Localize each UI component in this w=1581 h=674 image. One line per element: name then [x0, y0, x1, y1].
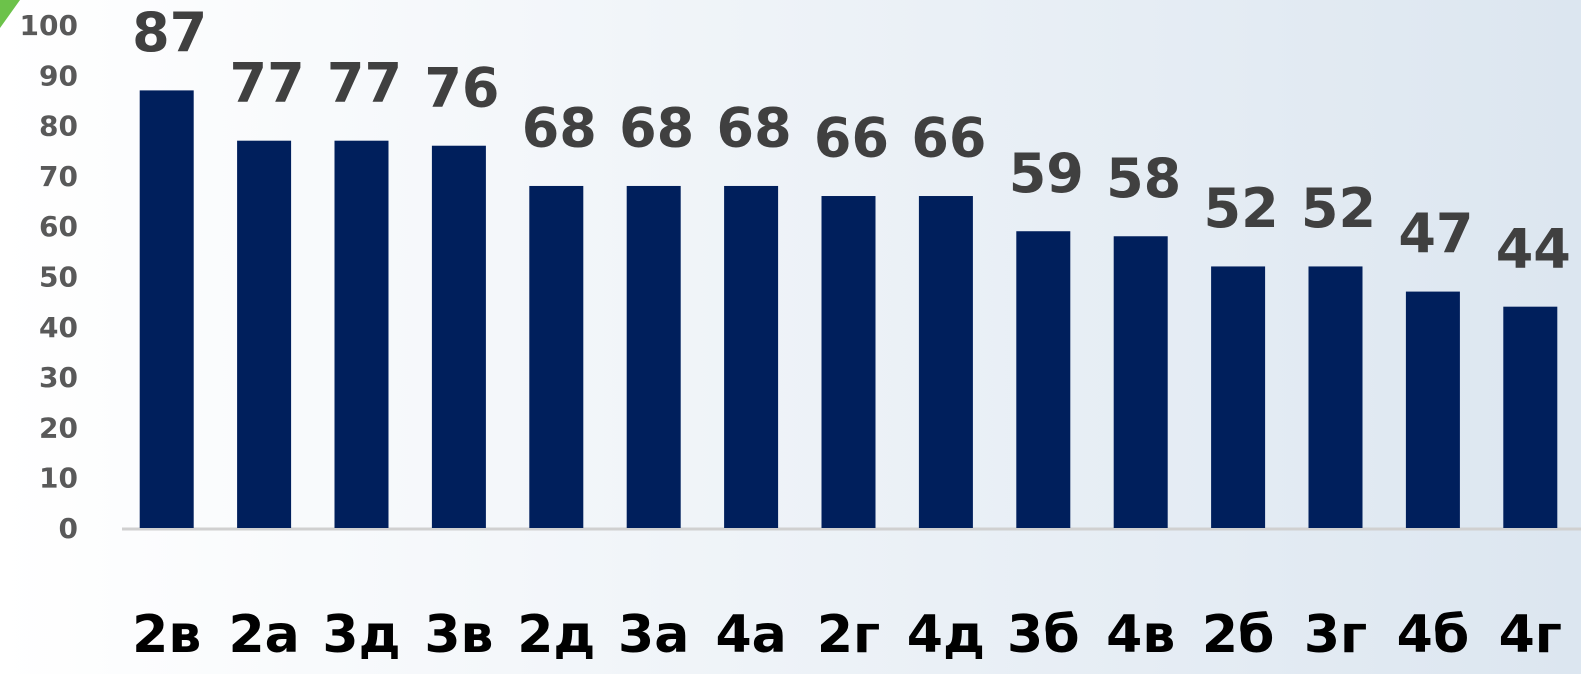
bar: [334, 140, 389, 528]
bar: [1113, 236, 1168, 528]
x-tick-label: 2д: [517, 605, 595, 665]
x-tick-label: 4д: [907, 605, 985, 665]
x-tick-label: 4б: [1397, 605, 1470, 665]
bar: [237, 140, 292, 528]
x-tick-label: 2б: [1202, 605, 1275, 665]
x-tick-label: 4а: [715, 605, 786, 665]
bar: [139, 90, 194, 528]
y-tick-label: 20: [39, 411, 78, 444]
corner-decoration: [0, 0, 20, 28]
x-tick-label: 2а: [228, 605, 299, 665]
bar: [1211, 266, 1266, 528]
value-label: 44: [1496, 217, 1571, 280]
value-label: 58: [1106, 147, 1181, 210]
x-tick-label: 2в: [132, 605, 201, 665]
value-label: 66: [911, 107, 986, 170]
y-tick-label: 40: [39, 311, 78, 344]
x-tick-label: 3а: [618, 605, 689, 665]
value-label: 87: [132, 1, 207, 64]
value-label: 77: [327, 51, 402, 114]
y-tick-label: 10: [39, 462, 78, 495]
value-label: 68: [619, 97, 694, 160]
x-tick-label: 3д: [322, 605, 400, 665]
y-tick-label: 50: [39, 261, 78, 294]
y-tick-label: 0: [59, 512, 78, 545]
y-tick-label: 90: [39, 59, 78, 92]
y-tick-label: 100: [20, 9, 78, 42]
bar: [1308, 266, 1363, 528]
x-tick-label: 3г: [1304, 605, 1367, 665]
x-tick-label: 3в: [424, 605, 493, 665]
y-tick-label: 70: [39, 160, 78, 193]
bar: [529, 185, 584, 528]
bar: [1503, 306, 1558, 528]
value-label: 77: [230, 51, 305, 114]
bar: [821, 196, 876, 528]
value-label: 66: [814, 107, 889, 170]
x-tick-label: 4в: [1106, 605, 1175, 665]
value-label: 68: [717, 97, 792, 160]
y-tick-label: 80: [39, 110, 78, 143]
value-label: 59: [1009, 142, 1084, 205]
y-tick-label: 30: [39, 361, 78, 394]
value-label: 47: [1398, 202, 1473, 265]
bar: [1016, 231, 1071, 529]
value-label: 76: [424, 56, 499, 119]
bar: [724, 185, 779, 528]
bar: [918, 196, 973, 528]
y-tick-label: 60: [39, 210, 78, 243]
bar: [431, 145, 486, 528]
x-tick-label: 4г: [1499, 605, 1562, 665]
bar: [626, 185, 681, 528]
value-label: 52: [1301, 177, 1376, 240]
value-label: 68: [522, 97, 597, 160]
x-tick-label: 2г: [817, 605, 880, 665]
bar: [1405, 291, 1460, 528]
x-tick-label: 3б: [1007, 605, 1080, 665]
value-label: 52: [1204, 177, 1279, 240]
